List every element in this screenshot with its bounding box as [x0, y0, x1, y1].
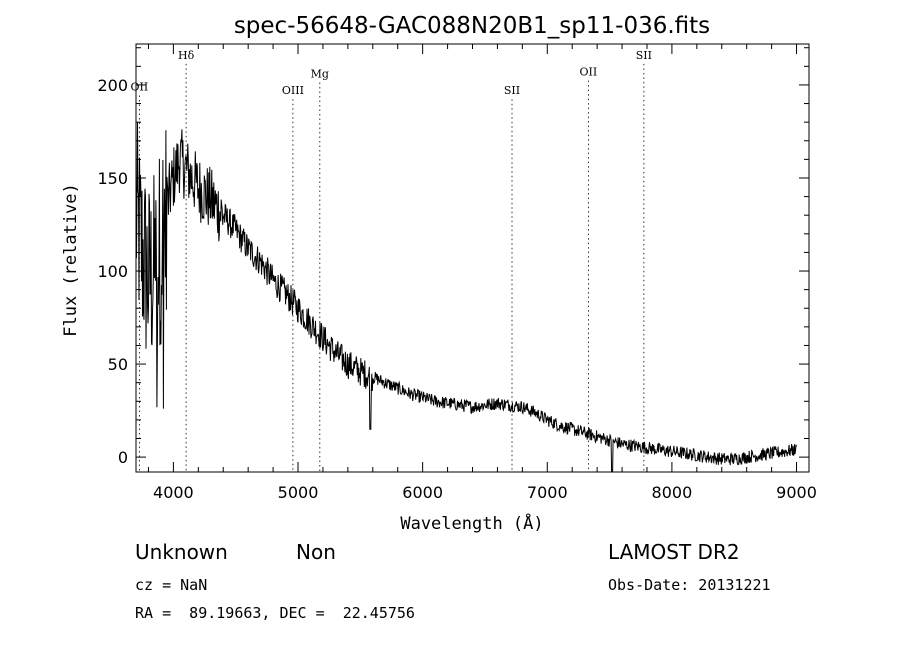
x-axis-label: Wavelength (Å) [400, 512, 543, 534]
spectrum-line [135, 122, 797, 473]
object-class: Unknown [135, 540, 228, 564]
emission-line-label: OII [131, 81, 149, 94]
x-tick-label: 4000 [153, 483, 194, 502]
y-tick-label: 200 [97, 76, 128, 95]
y-tick-label: 100 [97, 262, 128, 281]
object-subclass: Non [296, 540, 336, 564]
x-tick-label: 6000 [402, 483, 443, 502]
coordinates: RA = 89.19663, DEC = 22.45756 [135, 604, 415, 622]
x-tick-label: 9000 [776, 483, 817, 502]
chart-title: spec-56648-GAC088N20B1_sp11-036.fits [234, 13, 710, 39]
emission-line-label: SII [636, 49, 652, 62]
observation-date: Obs-Date: 20131221 [608, 576, 771, 594]
x-tick-label: 5000 [278, 483, 319, 502]
emission-line-markers: OII Hδ OIII Mg SII OII SII [131, 49, 652, 472]
x-tick-label: 8000 [652, 483, 693, 502]
axis-ticks: 4000 5000 6000 7000 8000 9000 0 50 100 150 200 [97, 44, 817, 502]
y-tick-label: 150 [97, 169, 128, 188]
survey-label: LAMOST DR2 [608, 540, 740, 564]
emission-line-label: Hδ [178, 49, 195, 62]
y-tick-label: 0 [118, 448, 128, 467]
x-tick-label: 7000 [527, 483, 568, 502]
redshift-cz: cz = NaN [135, 576, 208, 594]
emission-line-label: OII [580, 66, 598, 79]
y-axis-label: Flux (relative) [61, 183, 81, 337]
y-tick-label: 50 [108, 355, 128, 374]
emission-line-label: SII [504, 84, 520, 97]
spectrum-series [135, 122, 797, 473]
emission-line-label: OIII [282, 84, 304, 97]
emission-line-label: Mg [311, 67, 329, 80]
